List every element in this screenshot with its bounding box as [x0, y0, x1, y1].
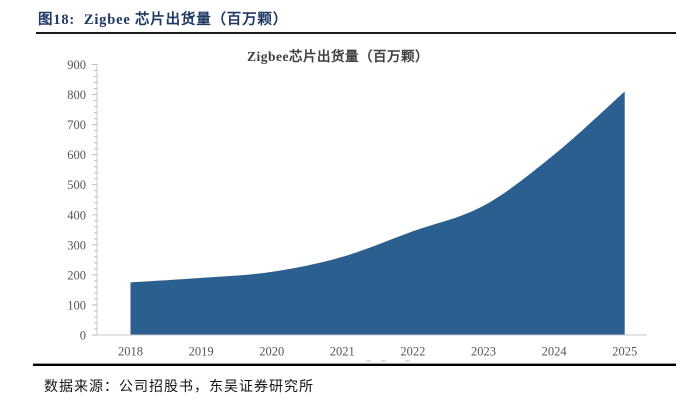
x-axis-label: 2018 — [118, 345, 143, 359]
clipped-legend-artifact — [405, 360, 410, 362]
area-series-Zigbee芯片出货量 — [130, 91, 625, 335]
x-axis-label: 2019 — [189, 345, 214, 359]
caption-divider-line — [36, 32, 676, 34]
y-axis-label: 700 — [67, 118, 86, 132]
data-source-note: 数据来源：公司招股书，东吴证券研究所 — [44, 380, 314, 395]
clipped-legend-artifact — [381, 360, 386, 362]
y-axis-label: 100 — [67, 298, 86, 312]
x-axis-label: 2023 — [471, 345, 496, 359]
clipped-legend-artifact — [366, 360, 371, 362]
footer-divider-line — [33, 364, 676, 366]
x-axis-label: 2025 — [612, 345, 637, 359]
y-axis-label: 200 — [67, 268, 86, 282]
y-axis-label: 0 — [80, 329, 86, 343]
y-axis-label: 900 — [67, 58, 86, 72]
y-axis-label: 500 — [67, 178, 86, 192]
x-axis-label: 2022 — [400, 345, 425, 359]
y-axis-label: 800 — [67, 88, 86, 102]
x-axis-label: 2020 — [259, 345, 284, 359]
x-axis-label: 2024 — [542, 345, 568, 359]
figure-caption: 图18: Zigbee 芯片出货量（百万颗） — [38, 12, 288, 28]
y-axis-label: 400 — [67, 208, 86, 222]
chart-title: Zigbee芯片出货量（百万颗） — [247, 49, 429, 64]
y-axis-label: 300 — [67, 238, 86, 252]
y-axis-label: 600 — [67, 148, 86, 162]
x-axis-label: 2021 — [330, 345, 355, 359]
